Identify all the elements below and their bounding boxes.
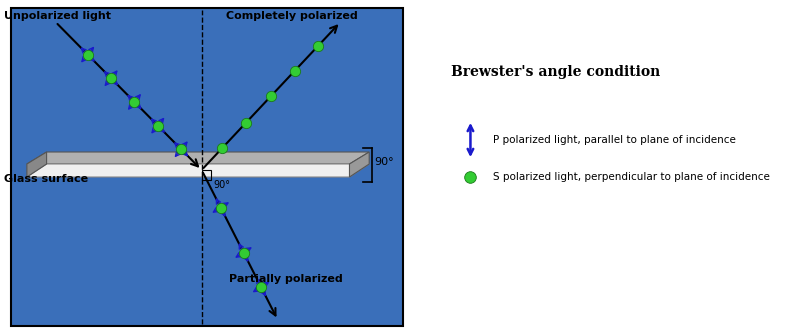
- Text: 90°: 90°: [214, 180, 230, 190]
- Text: P polarized light, parallel to plane of incidence: P polarized light, parallel to plane of …: [493, 135, 736, 145]
- Point: [254, 284, 267, 290]
- Text: Brewster's angle condition: Brewster's angle condition: [451, 65, 660, 79]
- Text: Glass surface: Glass surface: [5, 174, 89, 184]
- Point: [151, 123, 164, 128]
- Text: S polarized light, perpendicular to plane of incidence: S polarized light, perpendicular to plan…: [493, 172, 770, 182]
- Point: [128, 99, 141, 105]
- Point: [105, 76, 118, 81]
- Text: Partially polarized: Partially polarized: [229, 274, 342, 284]
- Point: [464, 174, 477, 180]
- Polygon shape: [350, 152, 369, 177]
- Point: [82, 52, 94, 57]
- Text: 90°: 90°: [374, 157, 394, 167]
- Point: [237, 250, 250, 255]
- Text: Unpolarized light: Unpolarized light: [5, 11, 111, 21]
- Text: Completely polarized: Completely polarized: [226, 11, 358, 21]
- Point: [288, 68, 301, 73]
- Point: [174, 147, 187, 152]
- Point: [240, 120, 253, 125]
- Polygon shape: [27, 152, 46, 177]
- Polygon shape: [27, 152, 369, 164]
- Polygon shape: [27, 164, 369, 177]
- Point: [265, 93, 278, 99]
- Point: [216, 145, 229, 150]
- FancyBboxPatch shape: [10, 8, 403, 326]
- Point: [214, 205, 227, 210]
- Point: [312, 43, 325, 48]
